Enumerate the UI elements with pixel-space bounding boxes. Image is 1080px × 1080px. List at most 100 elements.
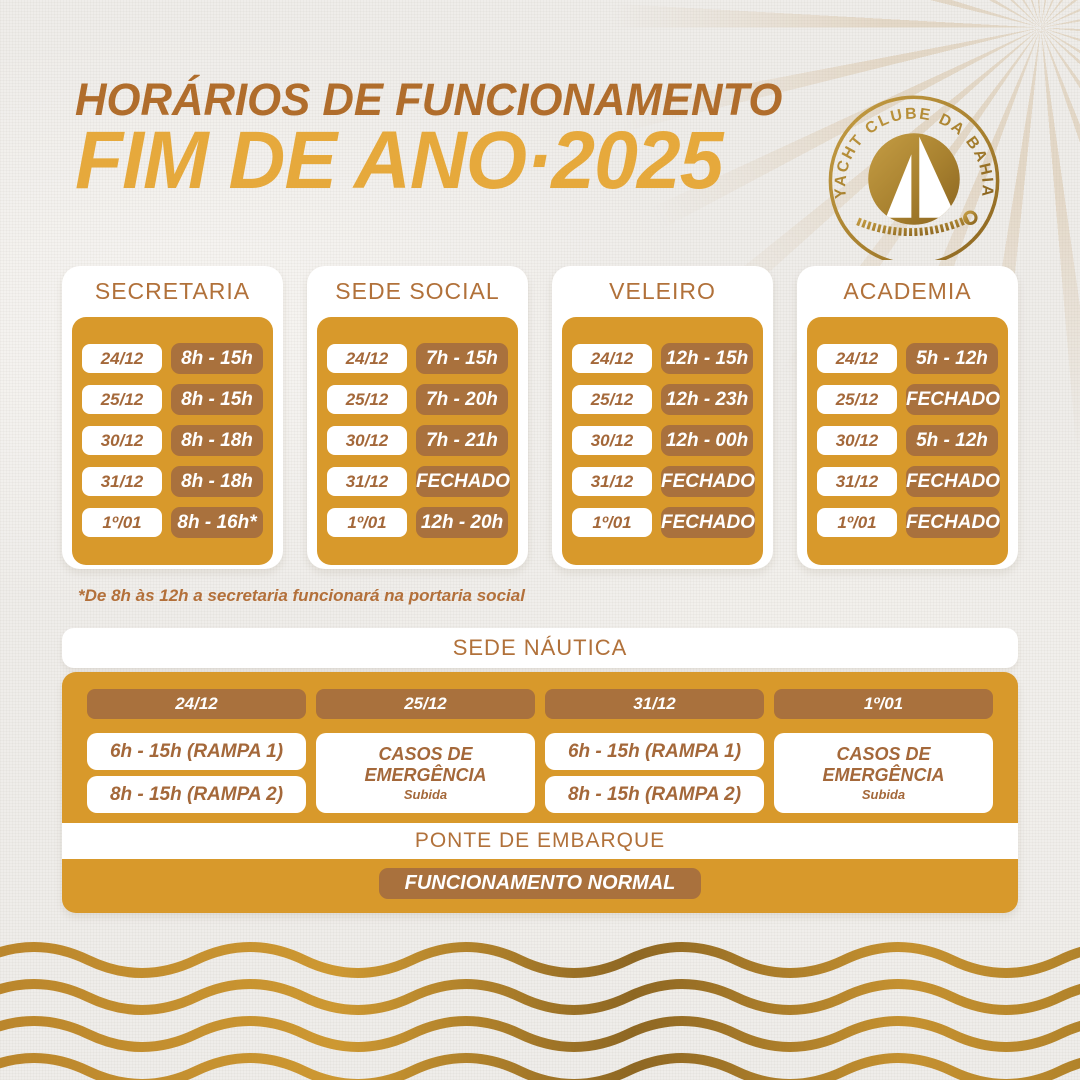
emergency-sub: Subida (403, 786, 448, 802)
date-pill: 30/12 (817, 426, 897, 455)
time-pill: 8h - 18h (171, 466, 263, 497)
date-pill: 25/12 (817, 385, 897, 414)
schedule-row: 30/12 7h - 21h (327, 425, 508, 456)
time-pill: FECHADO (906, 466, 1000, 497)
logo-ring (828, 95, 1000, 260)
hours-cell: 6h - 15h (RAMPA 1) 8h - 15h (RAMPA 2) (545, 733, 764, 813)
column-date-pill: 31/12 (545, 689, 764, 719)
date-pill: 31/12 (572, 467, 652, 496)
time-pill: 7h - 15h (416, 343, 508, 374)
schedule-row: 25/12 12h - 23h (572, 384, 753, 415)
date-pill: 30/12 (82, 426, 162, 455)
status-badge: FUNCIONAMENTO NORMAL (378, 868, 702, 899)
card-panel: 24/12 5h - 12h 25/12 FECHADO 30/12 5h - … (807, 317, 1008, 565)
sede-nautica-title: SEDE NÁUTICA (62, 628, 1018, 668)
card-panel: 24/12 7h - 15h 25/12 7h - 20h 30/12 7h -… (317, 317, 518, 565)
footnote: *De 8h às 12h a secretaria funcionará na… (78, 586, 525, 605)
emergency-line: CASOS DE (378, 744, 473, 765)
date-pill: 25/12 (82, 385, 162, 414)
time-pill: FECHADO (906, 384, 1000, 415)
hours-line: 8h - 15h (RAMPA 2) (87, 776, 306, 813)
time-pill: 12h - 20h (416, 507, 508, 538)
card-panel: 24/12 12h - 15h 25/12 12h - 23h 30/12 12… (562, 317, 763, 565)
schedule-row: 31/12 FECHADO (572, 466, 755, 497)
time-pill: 7h - 20h (416, 384, 508, 415)
date-pill: 30/12 (327, 426, 407, 455)
date-pill: 30/12 (572, 426, 652, 455)
time-pill: 12h - 23h (661, 384, 753, 415)
date-pill: 24/12 (817, 344, 897, 373)
sede-nautica-dates-row: 24/12 25/12 31/12 1º/01 (62, 689, 1018, 719)
emergency-line: CASOS DE (836, 744, 931, 765)
schedule-row: 24/12 12h - 15h (572, 343, 753, 374)
time-pill: 5h - 12h (906, 425, 998, 456)
schedule-row: 31/12 8h - 18h (82, 466, 263, 497)
emergency-cell: CASOS DE EMERGÊNCIA Subida (316, 733, 535, 813)
date-pill: 1º/01 (817, 508, 897, 537)
card-title: VELEIRO (609, 278, 716, 304)
card-panel: 24/12 8h - 15h 25/12 8h - 15h 30/12 8h -… (72, 317, 273, 565)
schedule-row: 30/12 12h - 00h (572, 425, 753, 456)
time-pill: 8h - 15h (171, 343, 263, 374)
time-pill: 8h - 18h (171, 425, 263, 456)
time-pill: 8h - 16h* (171, 507, 263, 538)
time-pill: 7h - 21h (416, 425, 508, 456)
column-date-pill: 1º/01 (774, 689, 993, 719)
card-title: SECRETARIA (94, 278, 251, 304)
schedule-row: 1º/01 8h - 16h* (82, 507, 263, 538)
time-pill: FECHADO (416, 466, 510, 497)
emergency-cell: CASOS DE EMERGÊNCIA Subida (774, 733, 993, 813)
schedule-card-secretaria: SECRETARIA 24/12 8h - 15h 25/12 8h - 15h… (62, 266, 283, 569)
time-pill: FECHADO (661, 466, 755, 497)
page-title: HORÁRIOS DE FUNCIONAMENTO (75, 74, 783, 125)
schedule-row: 31/12 FECHADO (327, 466, 510, 497)
schedule-row: 25/12 FECHADO (817, 384, 1000, 415)
date-pill: 25/12 (572, 385, 652, 414)
schedule-row: 1º/01 12h - 20h (327, 507, 508, 538)
schedule-row: 24/12 7h - 15h (327, 343, 508, 374)
time-pill: 8h - 15h (171, 384, 263, 415)
card-title: ACADEMIA (843, 278, 972, 304)
schedule-card-veleiro: VELEIRO 24/12 12h - 15h 25/12 12h - 23h … (552, 266, 773, 569)
schedule-row: 24/12 8h - 15h (82, 343, 263, 374)
sailboat-icon (868, 133, 960, 225)
time-pill: FECHADO (906, 507, 1000, 538)
rope-icon (856, 210, 978, 237)
emergency-line: EMERGÊNCIA (364, 765, 487, 785)
hours-line: 6h - 15h (RAMPA 1) (87, 733, 306, 770)
time-pill: 12h - 00h (661, 425, 753, 456)
page-subtitle: FIM DE ANO·2025 (75, 115, 724, 206)
sede-nautica-hours-row: 6h - 15h (RAMPA 1) 8h - 15h (RAMPA 2) CA… (62, 733, 1018, 813)
date-pill: 24/12 (572, 344, 652, 373)
wave-pattern (0, 942, 1080, 1080)
schedule-card-sede-social: SEDE SOCIAL 24/12 7h - 15h 25/12 7h - 20… (307, 266, 528, 569)
date-pill: 1º/01 (572, 508, 652, 537)
schedule-row: 1º/01 FECHADO (817, 507, 1000, 538)
date-pill: 31/12 (327, 467, 407, 496)
schedule-row: 30/12 5h - 12h (817, 425, 998, 456)
date-pill: 31/12 (82, 467, 162, 496)
time-pill: 5h - 12h (906, 343, 998, 374)
hours-cell: 6h - 15h (RAMPA 1) 8h - 15h (RAMPA 2) (87, 733, 306, 813)
sede-nautica-section: SEDE NÁUTICA 24/12 25/12 31/12 1º/01 6h … (62, 628, 1018, 913)
time-pill: FECHADO (661, 507, 755, 538)
schedule-row: 30/12 8h - 18h (82, 425, 263, 456)
date-pill: 31/12 (817, 467, 897, 496)
schedule-card-academia: ACADEMIA 24/12 5h - 12h 25/12 FECHADO 30… (797, 266, 1018, 569)
date-pill: 24/12 (327, 344, 407, 373)
emergency-line: EMERGÊNCIA (822, 765, 945, 785)
emergency-sub: Subida (861, 786, 906, 802)
hours-line: 6h - 15h (RAMPA 1) (545, 733, 764, 770)
schedule-row: 25/12 7h - 20h (327, 384, 508, 415)
date-pill: 25/12 (327, 385, 407, 414)
date-pill: 24/12 (82, 344, 162, 373)
schedule-row: 1º/01 FECHADO (572, 507, 755, 538)
column-date-pill: 24/12 (87, 689, 306, 719)
card-title: SEDE SOCIAL (335, 278, 500, 304)
date-pill: 1º/01 (327, 508, 407, 537)
ponte-de-embarque-bar: PONTE DE EMBARQUE (62, 823, 1018, 859)
hours-line: 8h - 15h (RAMPA 2) (545, 776, 764, 813)
column-date-pill: 25/12 (316, 689, 535, 719)
schedule-row: 25/12 8h - 15h (82, 384, 263, 415)
